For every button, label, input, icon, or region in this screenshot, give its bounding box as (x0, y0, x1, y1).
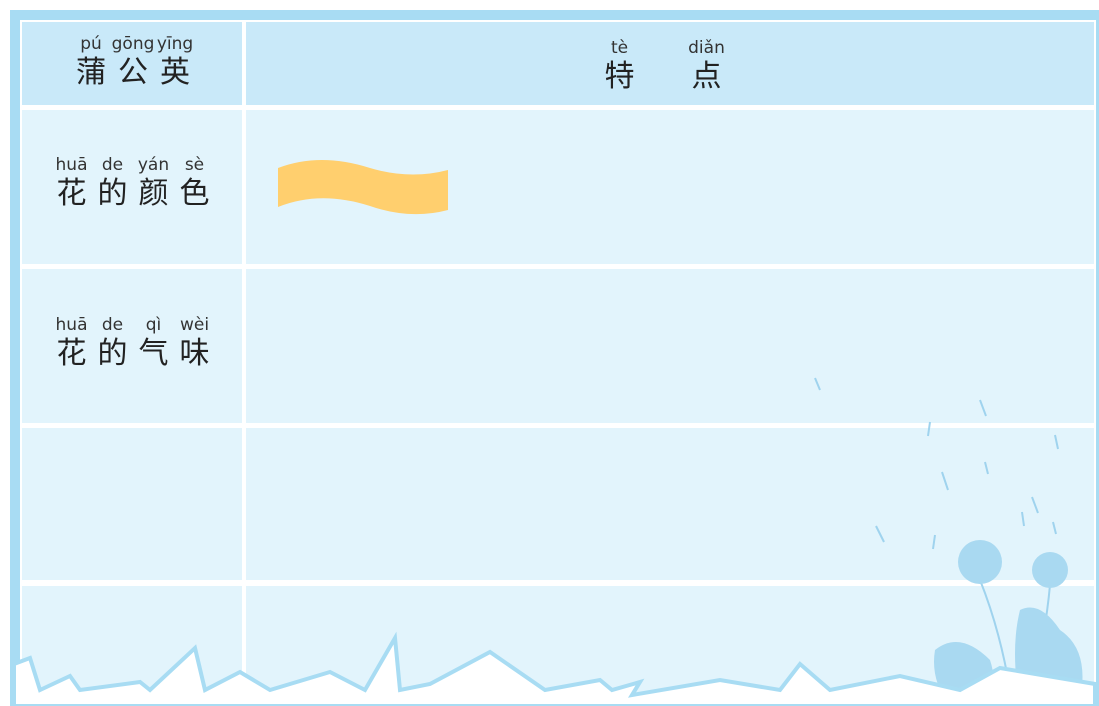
pinyin: gōng (112, 33, 155, 55)
pinyin: wèi (180, 314, 209, 336)
pinyin: sè (185, 154, 204, 176)
pinyin: de (102, 314, 123, 336)
worksheet: pú蒲gōng公yīng英 tè特diǎn点 huā花de的yán颜sè色 hu… (0, 0, 1099, 706)
hanzi: 花 (57, 336, 87, 372)
banner (278, 160, 448, 214)
pinyin: diǎn (688, 37, 725, 59)
hanzi: 颜 (139, 176, 169, 212)
pinyin: qì (146, 314, 162, 336)
hanzi: 特 (605, 59, 635, 95)
pinyin: yán (138, 154, 169, 176)
pinyin: tè (611, 37, 628, 59)
hanzi: 点 (692, 59, 722, 95)
hanzi: 的 (98, 336, 128, 372)
pinyin: huā (56, 314, 88, 336)
hanzi: 花 (57, 176, 87, 212)
snow-edge (14, 638, 1095, 706)
pinyin: huā (56, 154, 88, 176)
pinyin: de (102, 154, 123, 176)
pinyin: yīng (157, 33, 193, 55)
pinyin: pú (80, 33, 102, 55)
hanzi: 色 (180, 176, 210, 212)
hanzi: 气 (139, 336, 169, 372)
hanzi: 公 (118, 55, 148, 91)
hanzi: 味 (180, 336, 210, 372)
hanzi: 蒲 (76, 55, 106, 91)
hanzi: 的 (98, 176, 128, 212)
hanzi: 英 (160, 55, 190, 91)
